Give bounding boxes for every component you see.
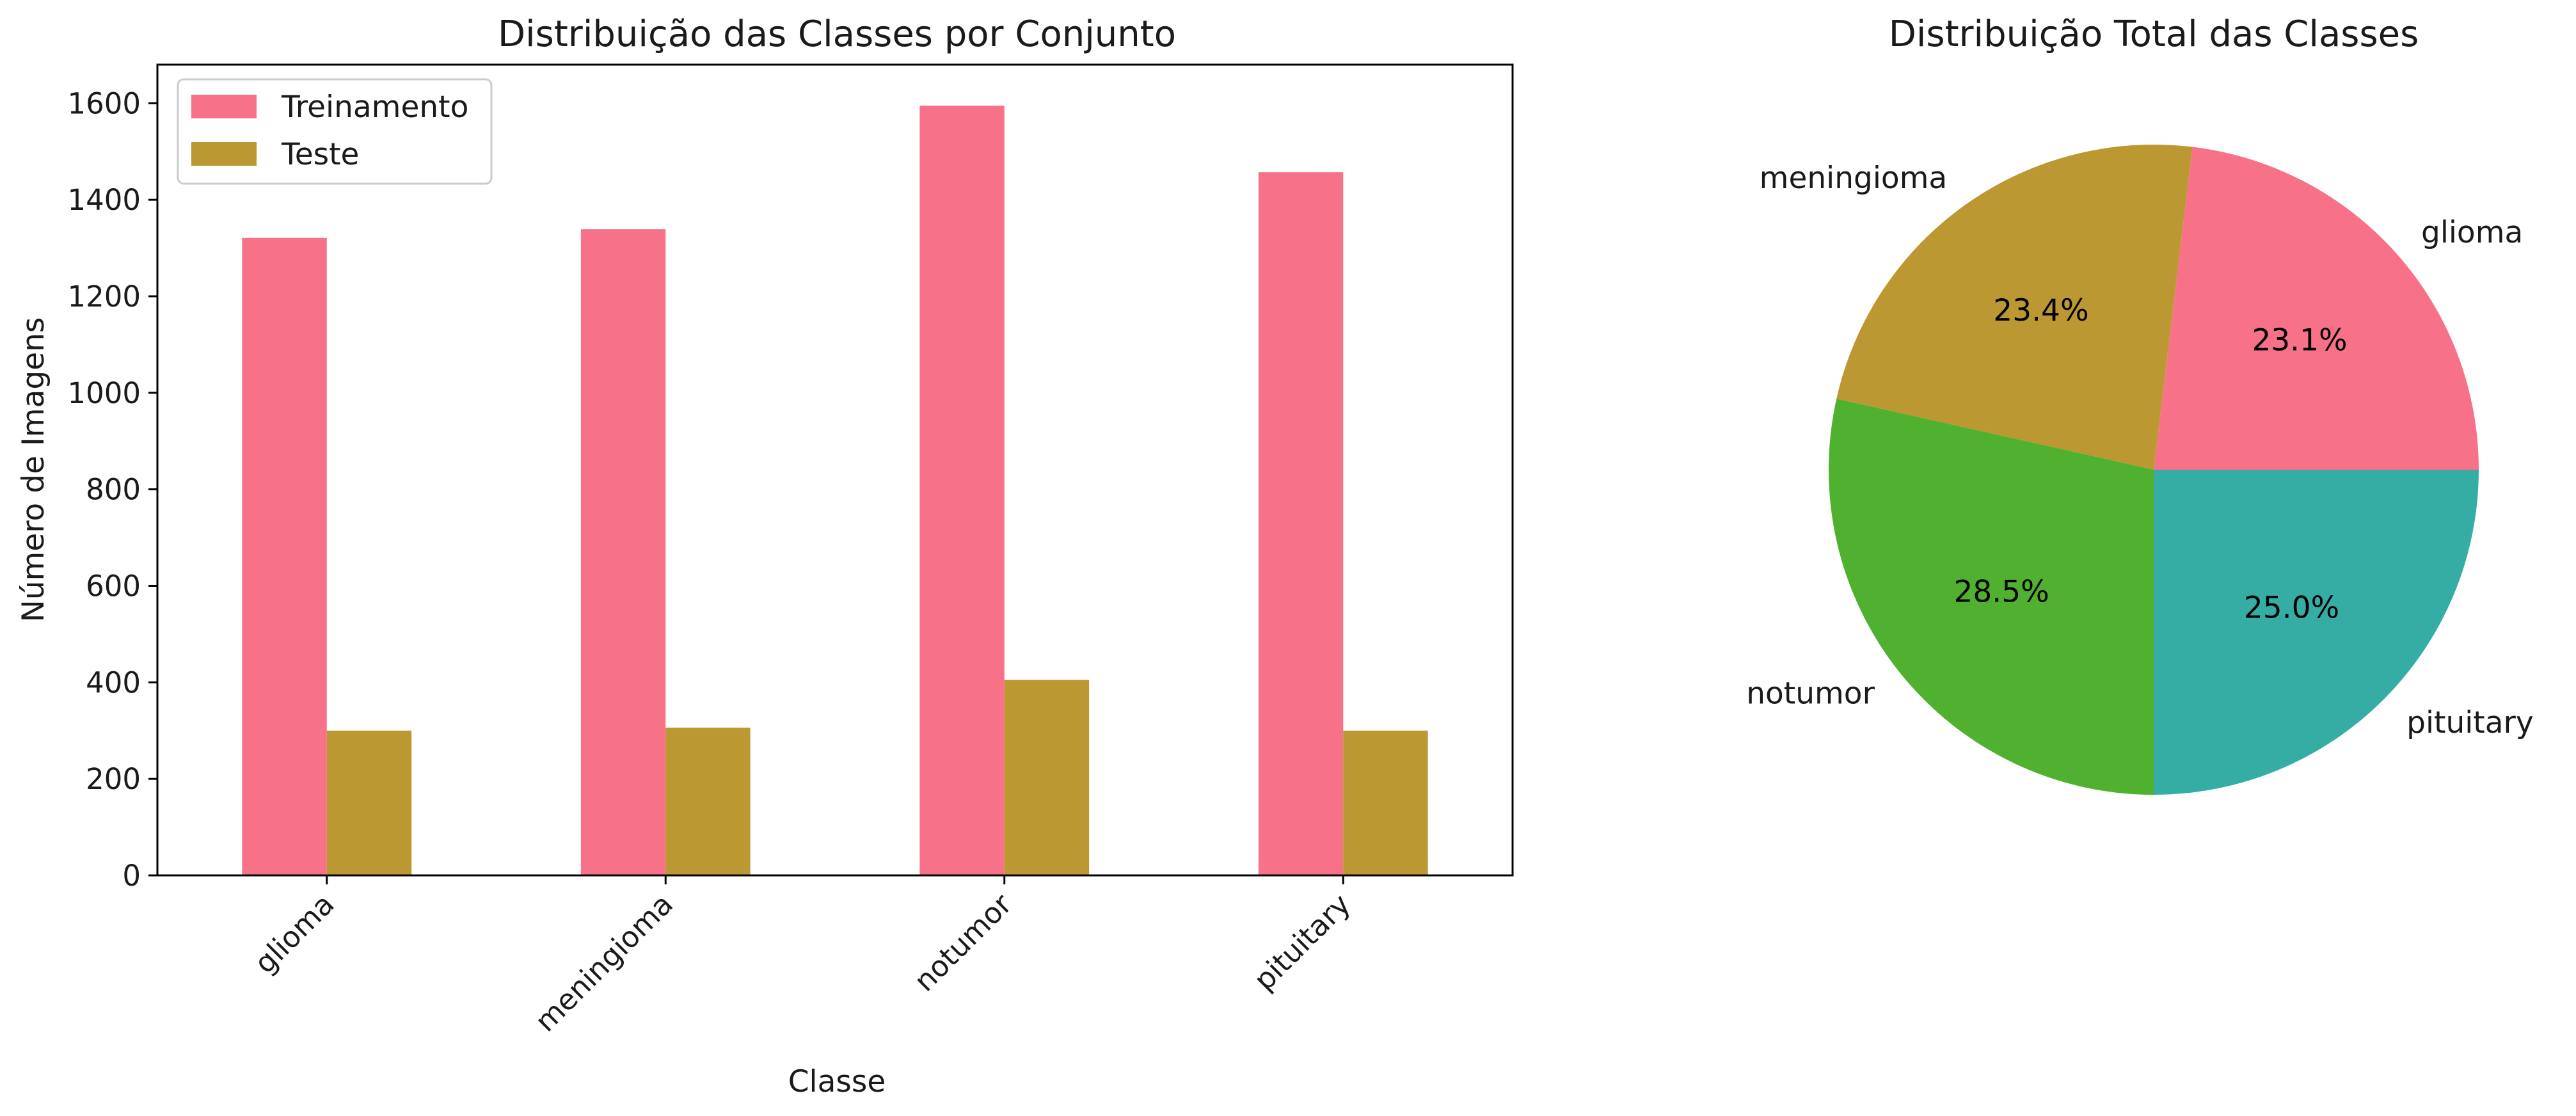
pie-slice-glioma: [2154, 147, 2479, 470]
pie-pct-glioma: 23.1%: [2252, 323, 2347, 358]
legend: Treinamento Teste: [177, 78, 493, 185]
bar-treinamento-notumor: [919, 106, 1005, 876]
x-tick-label-glioma: glioma: [248, 887, 340, 980]
pie-pct-notumor: 28.5%: [1953, 575, 2049, 610]
y-tick-label: 1000: [67, 376, 141, 410]
bar-plot-frame: [156, 63, 1514, 877]
pie-label-notumor: notumor: [1746, 676, 1875, 711]
x-axis-ticks: glioma meningioma notumor pituitary: [248, 875, 1357, 1039]
bar-chart-title: Distribuição das Classes por Conjunto: [498, 13, 1176, 55]
bar-treinamento-pituitary: [1258, 172, 1344, 875]
y-tick-label: 400: [86, 666, 141, 699]
bar-teste-pituitary: [1343, 730, 1428, 875]
y-tick-label: 800: [86, 473, 141, 507]
pie-chart: Distribuição Total das Classes glioma 23.…: [1746, 13, 2534, 795]
pie-label-meningioma: meningioma: [1760, 161, 1948, 196]
x-tick-label-notumor: notumor: [907, 887, 1019, 998]
y-tick-label: 1600: [67, 86, 141, 120]
bar-teste-notumor: [1004, 680, 1090, 875]
y-tick-label: 1400: [67, 183, 141, 217]
y-tick-label: 200: [86, 762, 141, 796]
legend-swatch-treinamento: [191, 95, 257, 118]
bar-chart: Distribuição das Classes por Conjunto 0 2…: [16, 13, 1514, 1099]
pie-chart-title: Distribuição Total das Classes: [1889, 13, 2419, 55]
pie-label-glioma: glioma: [2421, 215, 2523, 250]
x-tick-label-meningioma: meningioma: [529, 887, 680, 1038]
legend-label-teste: Teste: [281, 137, 359, 172]
x-axis-label: Classe: [788, 1064, 886, 1099]
pie-pct-meningioma: 23.4%: [1993, 293, 2088, 328]
bar-teste-meningioma: [665, 728, 751, 875]
x-tick-label-pituitary: pituitary: [1247, 887, 1357, 997]
pie-pct-pituitary: 25.0%: [2244, 591, 2339, 626]
bar-plot-area: [242, 106, 1428, 876]
y-tick-label: 0: [122, 859, 141, 893]
bar-teste-glioma: [326, 730, 412, 875]
legend-label-treinamento: Treinamento: [281, 90, 468, 125]
pie-slice-notumor: [1829, 399, 2154, 795]
bar-treinamento-glioma: [242, 237, 327, 875]
y-axis-label: Número de Imagens: [16, 317, 51, 623]
pie-labels: glioma 23.1% meningioma 23.4% notumor 28.5% pi…: [1746, 161, 2533, 740]
y-axis-ticks: 0 200 400 600 800 1000 1200 1400 1600: [67, 86, 157, 893]
pie-label-pituitary: pituitary: [2406, 705, 2534, 740]
bar-treinamento-meningioma: [580, 229, 666, 875]
y-tick-label: 600: [86, 570, 141, 603]
y-tick-label: 1200: [67, 280, 141, 314]
pie-slices: [1829, 145, 2479, 795]
legend-swatch-teste: [191, 142, 257, 166]
pie-slice-meningioma: [1836, 145, 2193, 470]
pie-slice-pituitary: [2154, 470, 2479, 795]
